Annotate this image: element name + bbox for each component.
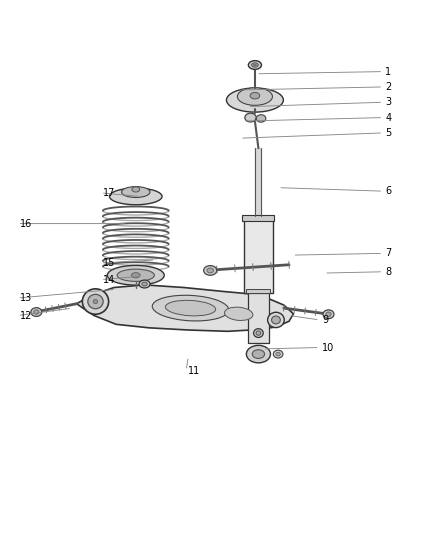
Text: 16: 16: [20, 219, 32, 229]
Ellipse shape: [121, 187, 150, 198]
Ellipse shape: [245, 113, 256, 122]
Text: 9: 9: [322, 315, 328, 325]
Text: 11: 11: [188, 366, 201, 376]
Bar: [246, 289, 271, 293]
Text: 14: 14: [103, 274, 115, 285]
Ellipse shape: [204, 265, 217, 275]
Ellipse shape: [82, 289, 109, 314]
Text: 12: 12: [20, 311, 32, 320]
Ellipse shape: [256, 331, 261, 335]
Ellipse shape: [226, 88, 283, 112]
Ellipse shape: [166, 300, 215, 316]
Ellipse shape: [250, 92, 260, 99]
Ellipse shape: [273, 350, 283, 358]
Ellipse shape: [132, 187, 140, 192]
Ellipse shape: [276, 352, 280, 356]
Ellipse shape: [246, 345, 270, 363]
Ellipse shape: [268, 312, 284, 328]
Text: 15: 15: [103, 258, 115, 268]
Ellipse shape: [152, 295, 229, 321]
Ellipse shape: [323, 310, 334, 319]
Ellipse shape: [93, 300, 98, 303]
Text: 17: 17: [103, 188, 115, 198]
Ellipse shape: [117, 269, 154, 281]
Bar: [244, 216, 272, 293]
Ellipse shape: [254, 64, 256, 66]
Text: 13: 13: [20, 293, 32, 303]
Ellipse shape: [139, 280, 150, 288]
Ellipse shape: [107, 265, 164, 285]
Ellipse shape: [31, 308, 42, 317]
Ellipse shape: [256, 115, 266, 122]
Ellipse shape: [254, 329, 263, 337]
Ellipse shape: [237, 88, 272, 106]
Ellipse shape: [88, 294, 103, 309]
Text: 2: 2: [385, 82, 392, 92]
Ellipse shape: [326, 312, 331, 317]
Ellipse shape: [110, 188, 162, 205]
Text: 5: 5: [385, 128, 392, 138]
Text: 8: 8: [385, 266, 392, 277]
Bar: [248, 293, 269, 343]
Ellipse shape: [34, 310, 39, 314]
Bar: [243, 215, 274, 221]
Ellipse shape: [251, 63, 258, 67]
Ellipse shape: [142, 282, 147, 286]
Ellipse shape: [248, 61, 261, 69]
Text: 10: 10: [322, 343, 334, 352]
Text: 4: 4: [385, 112, 392, 123]
Ellipse shape: [225, 307, 253, 320]
Text: 1: 1: [385, 67, 392, 77]
Ellipse shape: [272, 316, 280, 324]
Text: 6: 6: [385, 186, 392, 196]
Ellipse shape: [131, 273, 140, 278]
Ellipse shape: [252, 350, 265, 359]
Polygon shape: [77, 285, 293, 332]
Ellipse shape: [207, 268, 214, 273]
Text: 3: 3: [385, 97, 392, 107]
Text: 7: 7: [385, 248, 392, 259]
